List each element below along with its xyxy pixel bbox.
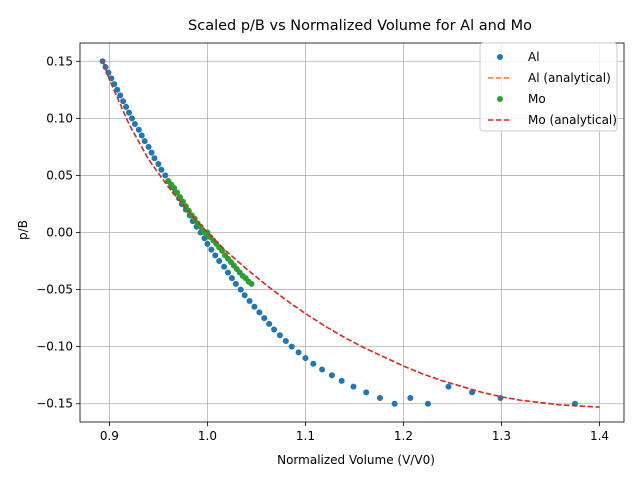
- al-point: [310, 360, 317, 367]
- x-tick-label: 0.9: [100, 429, 119, 443]
- mo-point: [174, 189, 181, 196]
- legend-point-swatch: [497, 54, 503, 60]
- al-point: [271, 326, 278, 333]
- x-tick-label: 1.1: [296, 429, 315, 443]
- y-tick-label: 0.05: [46, 168, 73, 182]
- y-tick-label: 0.10: [46, 111, 73, 125]
- al-point: [120, 98, 127, 105]
- al-point: [246, 297, 253, 304]
- y-tick-label: −0.10: [36, 340, 73, 354]
- al-point: [338, 377, 345, 384]
- al-point: [145, 143, 152, 150]
- al-point: [445, 383, 452, 390]
- al-point: [256, 309, 263, 316]
- x-tick-label: 1.2: [394, 429, 413, 443]
- al-point: [319, 366, 326, 373]
- al-point: [232, 280, 239, 287]
- al-point: [241, 292, 248, 299]
- al-point: [302, 355, 309, 362]
- al-point: [469, 389, 476, 396]
- al-point: [228, 275, 235, 282]
- al-point: [221, 263, 228, 270]
- al-point: [162, 172, 169, 179]
- al-point: [266, 320, 273, 327]
- al-point: [212, 252, 219, 259]
- al-point: [128, 115, 135, 122]
- y-axis-label: p/B: [16, 220, 30, 240]
- al-point: [261, 315, 268, 322]
- al-point: [225, 269, 232, 276]
- x-tick-label: 1.4: [590, 429, 609, 443]
- al-point: [148, 149, 155, 156]
- x-tick-label: 1.3: [492, 429, 511, 443]
- al-point: [114, 86, 121, 93]
- al-point: [158, 166, 165, 173]
- ticks: 0.9 1.0 1.1 1.2 1.3 1.4 −0.15 −0.10 −0.05 0.00 0.0…: [36, 54, 609, 443]
- y-tick-label: 0.15: [46, 54, 73, 68]
- al-point: [288, 343, 295, 350]
- mo-point: [171, 184, 178, 191]
- al-point: [350, 383, 357, 390]
- al-point: [102, 63, 109, 70]
- y-tick-label: 0.00: [46, 226, 73, 240]
- legend-label: Al: [528, 50, 540, 64]
- al-point: [155, 161, 162, 168]
- al-point: [363, 389, 370, 396]
- y-tick-label: −0.15: [36, 397, 73, 411]
- mo-point: [219, 247, 226, 254]
- al-point: [282, 337, 289, 344]
- al-point: [391, 400, 398, 407]
- y-tick-label: −0.05: [36, 283, 73, 297]
- al-point: [117, 92, 124, 99]
- mo-analytical-line: [101, 59, 600, 408]
- plot-area: [99, 58, 600, 408]
- al-point: [376, 395, 383, 402]
- chart-title: Scaled p/B vs Normalized Volume for Al a…: [188, 18, 532, 34]
- legend-label: Mo: [528, 92, 546, 106]
- al-point: [126, 109, 133, 116]
- al-point: [131, 121, 138, 128]
- al-point: [237, 286, 244, 293]
- al-point: [138, 132, 145, 139]
- al-point: [295, 349, 302, 356]
- x-tick-label: 1.0: [198, 429, 217, 443]
- mo-point: [197, 223, 204, 230]
- legend: Al Al (analytical) Mo Mo (analytical): [479, 42, 618, 132]
- legend-label: Mo (analytical): [528, 113, 617, 127]
- mo-point: [248, 280, 255, 287]
- legend-box: [479, 42, 618, 132]
- al-point: [208, 246, 215, 253]
- mo-point: [179, 198, 186, 205]
- al-point: [328, 372, 335, 379]
- al-point: [135, 126, 142, 133]
- al-point: [251, 303, 258, 310]
- x-axis-label: Normalized Volume (V/V0): [277, 453, 435, 467]
- al-point: [141, 138, 148, 145]
- al-point: [407, 395, 414, 402]
- al-point: [424, 400, 431, 407]
- al-point: [151, 155, 158, 162]
- legend-label: Al (analytical): [528, 71, 611, 85]
- al-point: [204, 240, 211, 247]
- legend-point-swatch: [497, 96, 503, 102]
- al-point: [123, 103, 130, 110]
- al-point: [276, 332, 283, 339]
- al-point: [216, 258, 223, 265]
